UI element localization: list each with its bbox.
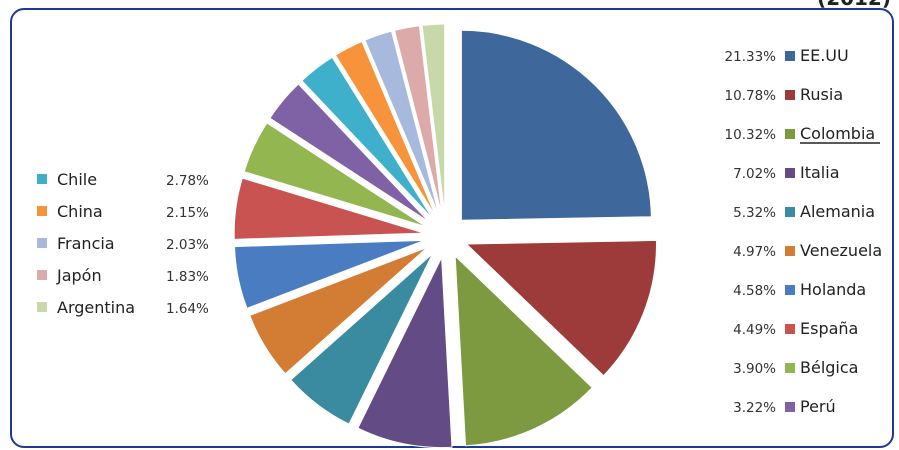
legend-value-jap-n: 1.83% — [166, 269, 209, 285]
legend-value-holanda: 4.58% — [733, 283, 776, 299]
legend-swatch-per- — [785, 402, 795, 412]
pie-slice-ee-uu — [460, 29, 652, 221]
legend-value-argentina: 1.64% — [166, 301, 209, 317]
legend-value-alemania: 5.32% — [733, 205, 776, 221]
legend-label-francia: Francia — [57, 234, 115, 253]
legend-swatch-ee-uu — [785, 51, 795, 61]
legend-swatch-china — [37, 206, 47, 216]
legend-label-b-lgica: Bélgica — [800, 358, 858, 377]
legend-label-holanda: Holanda — [800, 280, 866, 299]
legend-label-espa-a: España — [800, 319, 858, 338]
legend-label-china: China — [57, 202, 103, 221]
legend-value-italia: 7.02% — [733, 166, 776, 182]
legend-value-ee-uu: 21.33% — [725, 49, 777, 65]
legend-value-china: 2.15% — [166, 205, 209, 221]
legend-value-espa-a: 4.49% — [733, 322, 776, 338]
legend-right: 21.33% EE.UU 10.78% Rusia 10.32% Colombia 7.02… — [725, 46, 883, 416]
legend-value-rusia: 10.78% — [725, 88, 777, 104]
legend-swatch-alemania — [785, 207, 795, 217]
legend-label-jap-n: Japón — [56, 266, 102, 285]
legend-left: Chile 2.78% China 2.15% Francia 2.03% Japón 1.8… — [37, 170, 209, 317]
pie-slice-china — [334, 40, 437, 217]
legend-label-per-: Perú — [800, 397, 836, 416]
pie-slice-jap-n — [393, 25, 443, 215]
legend-swatch-italia — [785, 168, 795, 178]
legend-label-italia: Italia — [800, 163, 840, 182]
legend-label-rusia: Rusia — [800, 85, 843, 104]
legend-swatch-rusia — [785, 90, 795, 100]
legend-swatch-francia — [37, 238, 47, 248]
legend-swatch-holanda — [785, 285, 795, 295]
legend-label-colombia: Colombia — [800, 124, 875, 143]
legend-label-chile: Chile — [57, 170, 97, 189]
legend-label-ee-uu: EE.UU — [800, 46, 849, 65]
pie-slice-alemania — [290, 253, 434, 425]
legend-value-chile: 2.78% — [166, 173, 209, 189]
pie-slice-rusia — [465, 239, 657, 377]
legend-label-alemania: Alemania — [800, 202, 875, 221]
pie-slice-holanda — [234, 239, 425, 309]
legend-swatch-b-lgica — [785, 363, 795, 373]
legend-swatch-jap-n — [37, 270, 47, 280]
title-fragment: (2012) — [817, 0, 891, 10]
legend-value-venezuela: 4.97% — [733, 244, 776, 260]
pie-slice-per- — [269, 83, 430, 223]
legend-swatch-venezuela — [785, 246, 795, 256]
legend-label-venezuela: Venezuela — [800, 241, 882, 260]
pie-slice-b-lgica — [243, 122, 427, 228]
legend-value-francia: 2.03% — [166, 237, 209, 253]
legend-swatch-chile — [37, 174, 47, 184]
pie-slice-espa-a — [233, 177, 425, 240]
legend-value-colombia: 10.32% — [725, 127, 777, 143]
pie-slice-colombia — [454, 254, 593, 447]
legend-label-argentina: Argentina — [57, 298, 135, 317]
legend-swatch-argentina — [37, 302, 47, 312]
legend-swatch-espa-a — [785, 324, 795, 334]
pie-slice-chile — [301, 56, 433, 219]
pie-slice-argentina — [421, 23, 446, 215]
pie-slice-italia — [357, 255, 453, 449]
pie-slice-venezuela — [249, 246, 428, 375]
legend-swatch-colombia — [785, 129, 795, 139]
pie-slices — [233, 23, 657, 449]
pie-slice-francia — [364, 30, 440, 216]
chart-frame — [10, 8, 894, 448]
legend-value-b-lgica: 3.90% — [733, 361, 776, 377]
legend-value-per-: 3.22% — [733, 400, 776, 416]
